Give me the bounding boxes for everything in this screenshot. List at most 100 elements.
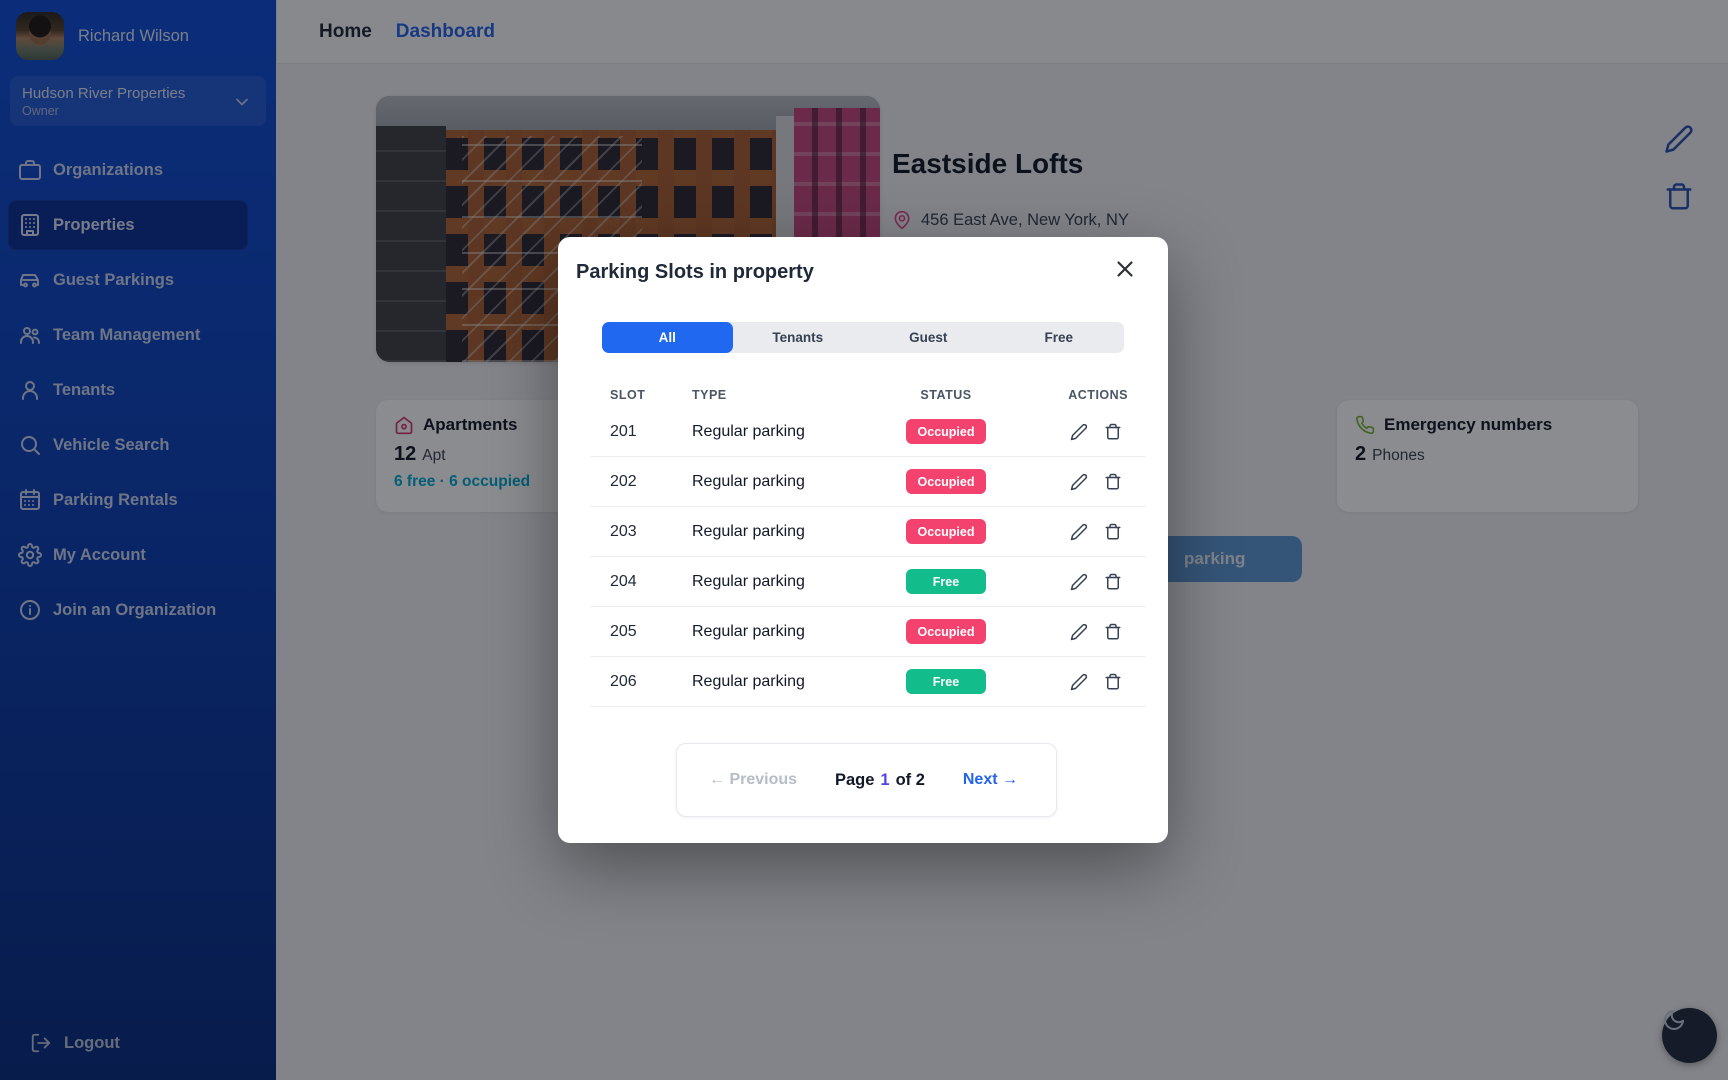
tab-all[interactable]: All (602, 322, 733, 353)
edit-slot-button[interactable] (1070, 573, 1088, 591)
card-title: Emergency numbers (1384, 415, 1553, 434)
status-badge: Free (906, 669, 986, 694)
sidebar-item-label: Vehicle Search (53, 435, 170, 454)
edit-slot-button[interactable] (1070, 523, 1088, 541)
trash-icon (1664, 182, 1694, 212)
col-header-slot: SLOT (610, 388, 646, 402)
filter-tabs: All Tenants Guest Free (602, 322, 1124, 353)
table-row: 201 Regular parking Occupied (590, 407, 1146, 457)
card-value: 2 (1355, 443, 1367, 465)
status-badge: Occupied (906, 619, 986, 644)
page-word: Page (834, 770, 875, 789)
slot-type: Regular parking (692, 472, 805, 490)
slot-type: Regular parking (692, 522, 805, 540)
slot-number: 204 (610, 572, 637, 590)
edit-slot-button[interactable] (1070, 423, 1088, 441)
info-icon (18, 598, 42, 622)
status-badge: Occupied (906, 519, 986, 544)
avatar (16, 12, 64, 60)
trash-icon (1104, 523, 1122, 544)
sidebar-item-team-management[interactable]: Team Management (8, 310, 248, 360)
sidebar-item-organizations[interactable]: Organizations (8, 145, 248, 195)
delete-slot-button[interactable] (1104, 523, 1122, 541)
delete-slot-button[interactable] (1104, 573, 1122, 591)
slot-number: 205 (610, 622, 637, 640)
previous-page-button[interactable]: ← Previous (709, 771, 798, 788)
logout-button[interactable]: Logout (0, 1032, 276, 1080)
delete-slot-button[interactable] (1104, 423, 1122, 441)
delete-slot-button[interactable] (1104, 473, 1122, 491)
trash-icon (1104, 423, 1122, 444)
dark-mode-toggle[interactable] (1662, 1008, 1717, 1063)
building-icon (18, 213, 42, 237)
modal-close-button[interactable] (1107, 251, 1143, 287)
table-row: 205 Regular parking Occupied (590, 607, 1146, 657)
slot-type: Regular parking (692, 622, 805, 640)
sidebar-item-vehicle-search[interactable]: Vehicle Search (8, 420, 248, 470)
close-icon (1112, 256, 1138, 282)
table-row: 204 Regular parking Free (590, 557, 1146, 607)
logout-icon (30, 1032, 52, 1054)
col-header-status: STATUS (920, 388, 972, 402)
edit-slot-button[interactable] (1070, 623, 1088, 641)
sidebar: Richard Wilson Hudson River Properties O… (0, 0, 276, 1080)
edit-slot-button[interactable] (1070, 673, 1088, 691)
gear-icon (18, 543, 42, 567)
edit-slot-button[interactable] (1070, 473, 1088, 491)
trash-icon (1104, 473, 1122, 494)
sidebar-item-label: My Account (53, 545, 146, 564)
car-icon (18, 268, 42, 292)
col-header-actions: ACTIONS (1068, 388, 1128, 402)
search-icon (18, 433, 42, 457)
pencil-icon (1070, 473, 1088, 494)
slot-number: 206 (610, 672, 637, 690)
user-icon (18, 378, 42, 402)
next-page-button[interactable]: Next → (962, 771, 1018, 788)
tab-free[interactable]: Free (1044, 330, 1074, 345)
user-name: Richard Wilson (78, 26, 189, 45)
table-row: 202 Regular parking Occupied (590, 457, 1146, 507)
calendar-icon (18, 488, 42, 512)
sidebar-item-tenants[interactable]: Tenants (8, 365, 248, 415)
delete-slot-button[interactable] (1104, 623, 1122, 641)
user-profile[interactable]: Richard Wilson (0, 0, 276, 70)
emergency-numbers-card[interactable]: Emergency numbers 2 Phones (1337, 400, 1638, 512)
trash-icon (1104, 573, 1122, 594)
chevron-down-icon (232, 92, 252, 112)
breadcrumb-home[interactable]: Home (319, 20, 372, 42)
status-badge: Free (906, 569, 986, 594)
briefcase-icon (18, 158, 42, 182)
tab-tenants[interactable]: Tenants (772, 330, 824, 345)
sidebar-nav: Organizations Properties Guest Parkings Tea… (0, 140, 276, 640)
table-row: 206 Regular parking Free (590, 657, 1146, 707)
trash-icon (1104, 673, 1122, 694)
slot-type: Regular parking (692, 422, 805, 440)
sidebar-item-parking-rentals[interactable]: Parking Rentals (8, 475, 248, 525)
sidebar-item-label: Parking Rentals (53, 490, 178, 509)
pencil-icon (1070, 623, 1088, 644)
property-delete-button[interactable] (1664, 182, 1694, 212)
sidebar-item-join-an-organization[interactable]: Join an Organization (8, 585, 248, 635)
topbar: Home Dashboard (276, 0, 1728, 64)
slot-type: Regular parking (692, 572, 805, 590)
modal-title: Parking Slots in property (576, 261, 814, 283)
sidebar-item-label: Guest Parkings (53, 270, 175, 289)
moon-icon (1662, 1008, 1717, 1063)
tab-guest[interactable]: Guest (909, 330, 948, 345)
organization-selector[interactable]: Hudson River Properties Owner (10, 76, 266, 126)
sidebar-item-properties[interactable]: Properties (8, 200, 248, 250)
property-edit-button[interactable] (1664, 124, 1694, 154)
trash-icon (1104, 623, 1122, 644)
property-address: 456 East Ave, New York, NY (892, 210, 1129, 230)
sidebar-item-my-account[interactable]: My Account (8, 530, 248, 580)
sidebar-item-label: Properties (53, 215, 135, 234)
card-value: 12 (394, 443, 417, 465)
delete-slot-button[interactable] (1104, 673, 1122, 691)
col-header-type: TYPE (692, 388, 727, 402)
users-icon (18, 323, 42, 347)
card-title: Apartments (423, 415, 518, 434)
sidebar-item-guest-parkings[interactable]: Guest Parkings (8, 255, 248, 305)
breadcrumb-current[interactable]: Dashboard (395, 20, 496, 42)
status-badge: Occupied (906, 419, 986, 444)
